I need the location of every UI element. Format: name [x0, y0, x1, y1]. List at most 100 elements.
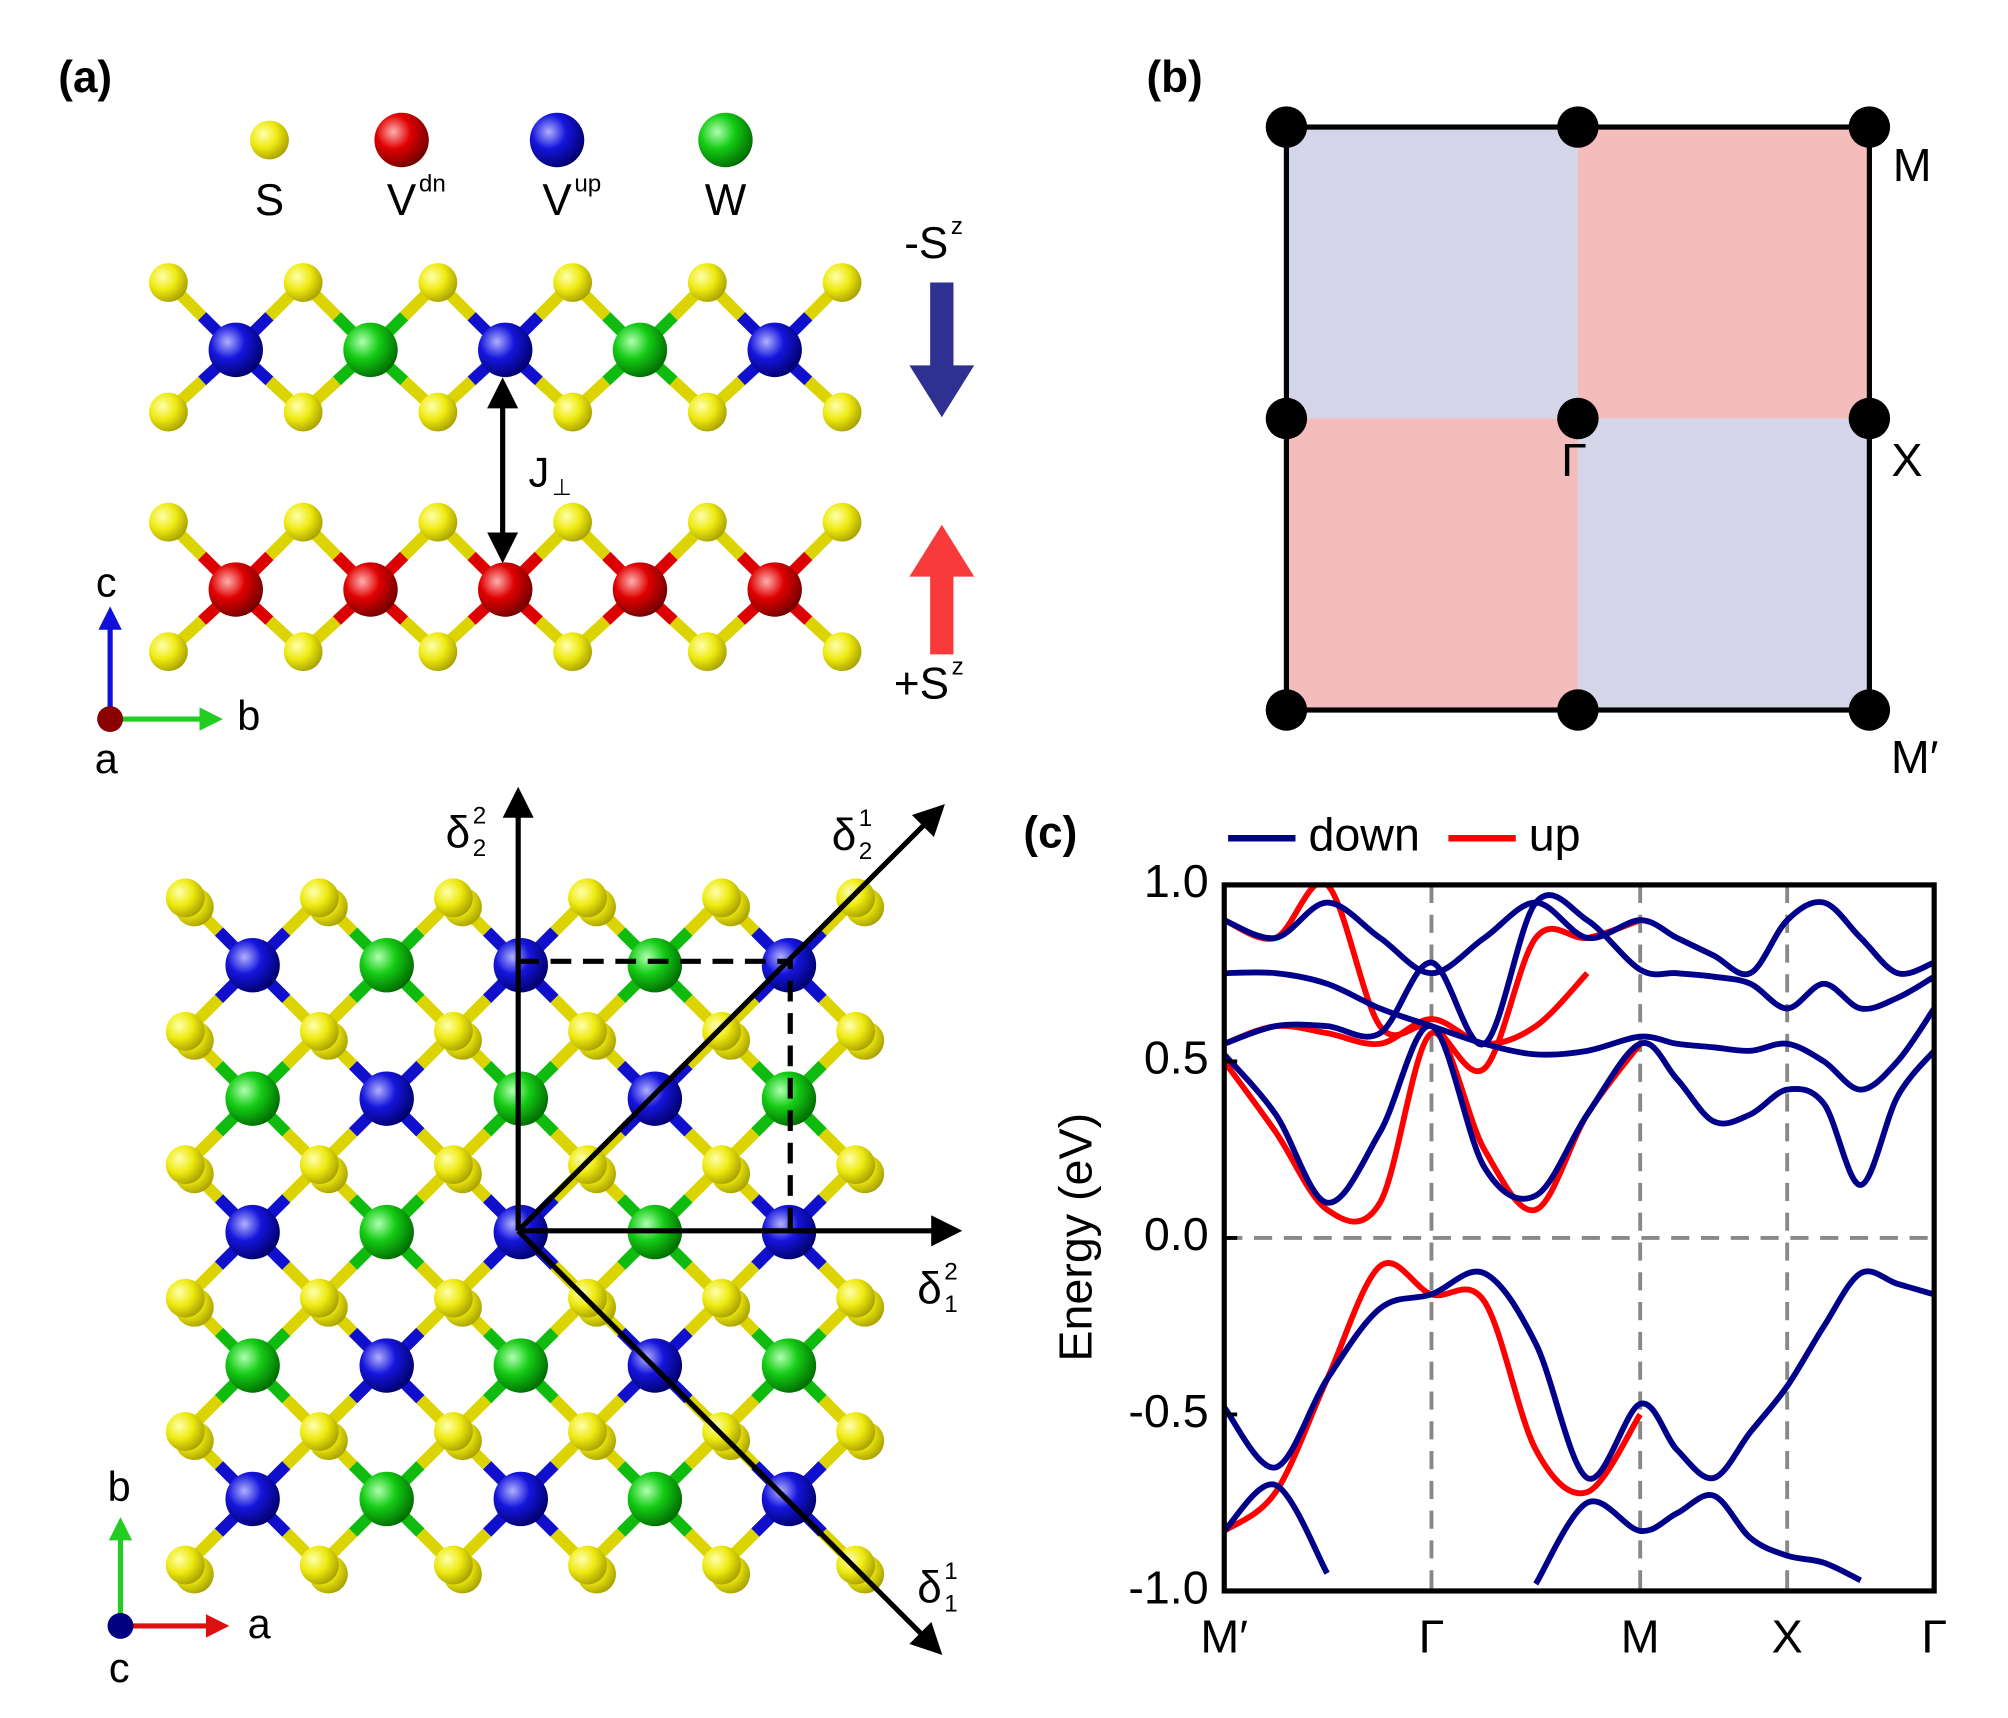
subscript: ⊥: [552, 474, 572, 500]
atom: [433, 1545, 473, 1585]
atom: [836, 1145, 876, 1185]
atom: [148, 632, 188, 672]
bz-quadrant: [1577, 127, 1870, 419]
atom: [568, 878, 607, 918]
vectors: [502, 786, 963, 1655]
atom: [836, 1412, 876, 1452]
atom: [702, 1278, 742, 1318]
k-point: [1265, 397, 1308, 440]
atom: [343, 322, 398, 378]
y-tick-label: -0.5: [1128, 1385, 1208, 1437]
atom: [568, 1545, 607, 1585]
y-axis-label: Energy (eV): [1049, 1113, 1101, 1362]
atom: [836, 1278, 876, 1318]
k-point: [1557, 106, 1599, 148]
legend-label: down: [1308, 809, 1419, 861]
band-line: [1224, 899, 1935, 978]
atom: [493, 1071, 548, 1126]
label: W: [705, 176, 747, 225]
label: V: [387, 176, 417, 225]
bz-quadrant: [1286, 127, 1578, 419]
atom: [299, 1278, 339, 1318]
label: -S: [904, 219, 948, 268]
atom: [225, 1338, 280, 1393]
atom: [418, 263, 458, 302]
atom: [165, 1412, 205, 1452]
k-point: [1265, 689, 1308, 731]
subscript: 2: [473, 835, 486, 862]
atom: [433, 878, 473, 918]
atom: [553, 263, 593, 302]
atom: [836, 878, 876, 918]
k-label: Γ: [1561, 434, 1587, 486]
plot: [1224, 884, 1935, 1591]
superscript: dn: [419, 170, 446, 197]
atom: [687, 632, 727, 672]
atom: [627, 938, 683, 993]
atom: [627, 1471, 683, 1527]
atom: [165, 878, 205, 918]
k-point: [1557, 689, 1599, 731]
atom: [299, 1412, 339, 1452]
spin-down-arrow: [909, 282, 975, 418]
atom: [299, 1145, 339, 1185]
atom: [568, 1412, 607, 1452]
atom: [478, 322, 533, 378]
k-point: [1848, 106, 1891, 148]
band-line: [1224, 1481, 1862, 1586]
atom: [343, 562, 398, 617]
axis-head: [108, 1517, 133, 1541]
atom: [702, 1011, 742, 1051]
spin-up-arrow: [909, 524, 975, 655]
subscript: 1: [944, 1291, 957, 1318]
superscript: 1: [944, 1558, 957, 1585]
atom: [299, 1011, 339, 1051]
atom: [283, 632, 323, 672]
atom: [493, 1338, 548, 1393]
atom: [553, 502, 593, 542]
atom: [702, 1545, 742, 1585]
atom: [165, 1145, 205, 1185]
atom: [612, 322, 668, 378]
atom: [250, 120, 289, 160]
atom: [225, 938, 280, 993]
atom: [433, 1145, 473, 1185]
atom: [359, 1071, 414, 1126]
y-tick-label: 1.0: [1144, 855, 1209, 907]
atom: [627, 1071, 683, 1126]
axis-head: [199, 707, 223, 731]
band-line: [1224, 969, 1935, 1093]
k-label: M′: [1891, 731, 1939, 783]
atom: [687, 502, 727, 542]
atom: [418, 502, 458, 542]
y-tick-label: -1.0: [1128, 1561, 1208, 1613]
atom: [359, 938, 414, 993]
axis-c: [107, 1612, 134, 1639]
bz-quadrant: [1286, 418, 1578, 711]
atom: [208, 322, 263, 378]
atom: [702, 1145, 742, 1185]
x-tick-label: Γ: [1921, 1610, 1947, 1662]
atom: [359, 1338, 414, 1393]
atom: [299, 1545, 339, 1585]
label: δ: [832, 811, 857, 860]
atom: [836, 1011, 876, 1051]
x-tick-label: M′: [1200, 1610, 1248, 1662]
atom: [702, 878, 742, 918]
k-point: [1848, 397, 1891, 440]
atom: [747, 322, 802, 378]
vector: [516, 804, 945, 1233]
axis-head: [205, 1614, 230, 1638]
atom: [418, 392, 458, 432]
atom: [299, 878, 339, 918]
atom: [822, 392, 862, 432]
k-label: X: [1891, 434, 1922, 486]
atom: [761, 1338, 817, 1393]
label: J: [529, 448, 550, 495]
band-line: [1224, 1268, 1935, 1482]
atom: [687, 263, 727, 302]
label: +S: [894, 659, 949, 708]
atom: [148, 502, 188, 542]
atom: [283, 502, 323, 542]
